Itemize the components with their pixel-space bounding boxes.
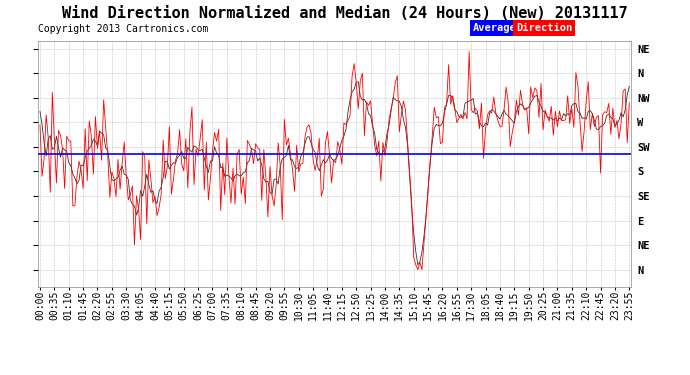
Text: Wind Direction Normalized and Median (24 Hours) (New) 20131117: Wind Direction Normalized and Median (24… xyxy=(62,6,628,21)
Text: Average: Average xyxy=(473,23,516,33)
Text: Direction: Direction xyxy=(516,23,573,33)
Text: Copyright 2013 Cartronics.com: Copyright 2013 Cartronics.com xyxy=(38,24,208,34)
